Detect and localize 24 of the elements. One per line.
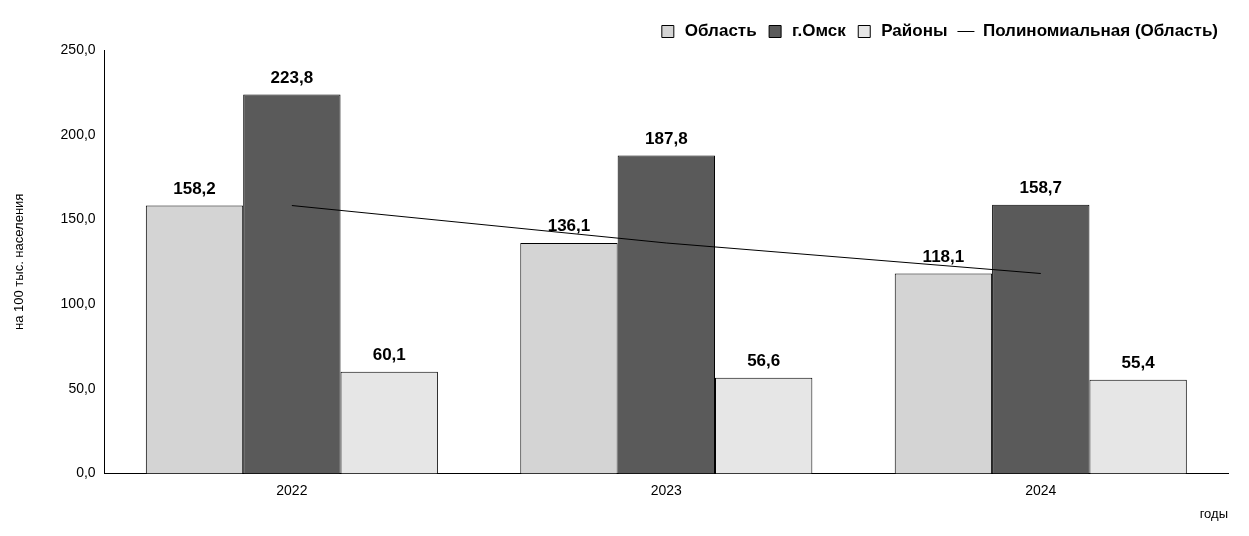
y-tick-label: 100,0 (60, 295, 96, 312)
y-axis-title: на 100 тыс. населения (11, 193, 27, 330)
legend-label: г.Омск (792, 21, 847, 41)
x-axis-title: годы (1199, 505, 1228, 521)
y-tick-label: 250,0 (60, 40, 96, 57)
x-tick-label: 2022 (276, 481, 308, 498)
data-label: 223,8 (270, 67, 314, 87)
y-tick-label: 200,0 (60, 125, 96, 142)
data-label: 158,7 (1019, 177, 1063, 197)
data-label: 187,8 (645, 128, 688, 148)
y-tick-label: 150,0 (60, 210, 96, 227)
data-label: 118,1 (922, 246, 965, 266)
legend-label: Область (684, 21, 757, 41)
data-label: 158,2 (173, 178, 216, 198)
x-tick-label: 2024 (1025, 481, 1057, 498)
legend-label: Полиномиальная (Область) (982, 21, 1218, 41)
data-label: 56,6 (747, 350, 781, 370)
data-label: 55,4 (1121, 352, 1156, 372)
data-label: 60,1 (372, 344, 406, 364)
y-tick-label: 0,0 (76, 464, 96, 481)
data-label: 136,1 (547, 216, 591, 236)
x-tick-label: 2023 (650, 481, 683, 498)
y-tick-label: 50,0 (68, 379, 96, 396)
legend-label: Районы (881, 21, 948, 41)
